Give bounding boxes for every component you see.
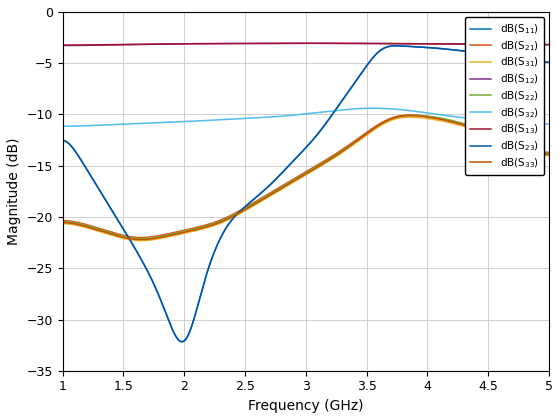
Line: dB(S$_{22}$): dB(S$_{22}$) [63,115,549,239]
dB(S$_{13}$) [59,42,66,47]
dB(S$_{32}$) [342,107,348,112]
dB(S$_{21}$) [545,150,552,155]
dB(S$_{22}$) [138,236,144,241]
dB(S$_{21}$) [138,235,144,240]
dB(S$_{12}$) [302,41,309,46]
dB(S$_{23}$) [430,45,436,50]
dB(S$_{33}$) [138,237,144,242]
dB(S$_{31}$) [370,128,376,133]
dB(S$_{32}$) [429,111,436,116]
dB(S$_{33}$) [89,226,96,231]
dB(S$_{13}$) [479,42,486,47]
dB(S$_{23}$) [545,60,552,65]
dB(S$_{31}$) [89,227,96,232]
dB(S$_{23}$) [59,138,66,143]
dB(S$_{13}$) [355,41,362,46]
dB(S$_{22}$) [342,146,349,151]
Line: dB(S$_{13}$): dB(S$_{13}$) [63,43,549,45]
dB(S$_{22}$) [545,151,552,156]
dB(S$_{11}$) [179,339,185,344]
dB(S$_{33}$) [406,113,413,118]
Line: dB(S$_{11}$): dB(S$_{11}$) [63,46,549,342]
dB(S$_{22}$) [59,219,66,224]
dB(S$_{11}$) [59,138,66,143]
dB(S$_{21}$) [370,126,376,131]
dB(S$_{33}$) [355,137,362,142]
dB(S$_{12}$) [355,41,362,46]
dB(S$_{33}$) [59,220,66,225]
Line: dB(S$_{31}$): dB(S$_{31}$) [63,117,549,241]
dB(S$_{31}$) [59,221,66,226]
dB(S$_{11}$) [393,43,400,48]
dB(S$_{31}$) [545,153,552,158]
dB(S$_{13}$) [342,41,349,46]
dB(S$_{23}$) [342,93,349,98]
dB(S$_{12}$) [545,42,552,47]
dB(S$_{11}$) [370,55,376,60]
dB(S$_{32}$) [479,117,486,122]
dB(S$_{22}$) [409,113,416,118]
dB(S$_{12}$) [89,43,96,48]
dB(S$_{11}$) [545,60,552,65]
dB(S$_{13}$) [370,41,376,46]
dB(S$_{22}$) [430,114,436,119]
dB(S$_{33}$) [342,147,349,152]
dB(S$_{12}$) [429,41,436,46]
dB(S$_{33}$) [479,129,486,134]
dB(S$_{11}$) [430,45,436,50]
dB(S$_{13}$) [302,41,309,46]
dB(S$_{32}$) [89,123,96,128]
dB(S$_{22}$) [355,137,362,142]
Line: dB(S$_{32}$): dB(S$_{32}$) [63,108,549,126]
dB(S$_{31}$) [355,139,362,144]
dB(S$_{13}$) [89,42,96,47]
dB(S$_{13}$) [545,42,552,47]
dB(S$_{32}$) [369,106,376,111]
Y-axis label: Magnitude (dB): Magnitude (dB) [7,138,21,245]
Line: dB(S$_{23}$): dB(S$_{23}$) [63,46,549,342]
dB(S$_{32}$) [354,106,361,111]
dB(S$_{21}$) [479,126,486,131]
dB(S$_{33}$) [430,116,436,121]
dB(S$_{11}$) [342,93,349,98]
dB(S$_{12}$) [342,41,349,46]
dB(S$_{11}$) [479,51,486,56]
Line: dB(S$_{33}$): dB(S$_{33}$) [63,116,549,239]
dB(S$_{23}$) [89,176,96,181]
dB(S$_{31}$) [342,147,349,152]
dB(S$_{21}$) [430,115,436,120]
Line: dB(S$_{12}$): dB(S$_{12}$) [63,43,549,45]
dB(S$_{32}$) [545,121,552,126]
dB(S$_{31}$) [138,238,144,243]
dB(S$_{21}$) [342,144,349,150]
dB(S$_{11}$) [89,176,96,181]
dB(S$_{22}$) [370,126,376,131]
dB(S$_{32}$) [370,106,376,111]
dB(S$_{23}$) [479,51,486,56]
dB(S$_{21}$) [89,224,96,229]
dB(S$_{12}$) [479,42,486,47]
X-axis label: Frequency (GHz): Frequency (GHz) [248,399,363,413]
Line: dB(S$_{21}$): dB(S$_{21}$) [63,115,549,238]
dB(S$_{32}$) [59,124,66,129]
dB(S$_{21}$) [355,136,362,141]
dB(S$_{31}$) [430,117,436,122]
dB(S$_{22}$) [479,127,486,132]
Legend: dB(S$_{11}$), dB(S$_{21}$), dB(S$_{31}$), dB(S$_{12}$), dB(S$_{22}$), dB(S$_{32}: dB(S$_{11}$), dB(S$_{21}$), dB(S$_{31}$)… [465,17,544,175]
dB(S$_{23}$) [370,55,376,60]
dB(S$_{21}$) [406,113,413,118]
dB(S$_{31}$) [479,129,486,134]
dB(S$_{22}$) [89,225,96,230]
dB(S$_{33}$) [370,126,376,131]
dB(S$_{23}$) [355,75,362,80]
dB(S$_{11}$) [355,75,362,80]
dB(S$_{21}$) [59,218,66,223]
dB(S$_{33}$) [545,152,552,157]
dB(S$_{23}$) [179,339,185,344]
dB(S$_{23}$) [393,43,400,48]
dB(S$_{12}$) [59,43,66,48]
dB(S$_{13}$) [429,41,436,46]
dB(S$_{12}$) [370,41,376,46]
dB(S$_{31}$) [406,115,413,120]
